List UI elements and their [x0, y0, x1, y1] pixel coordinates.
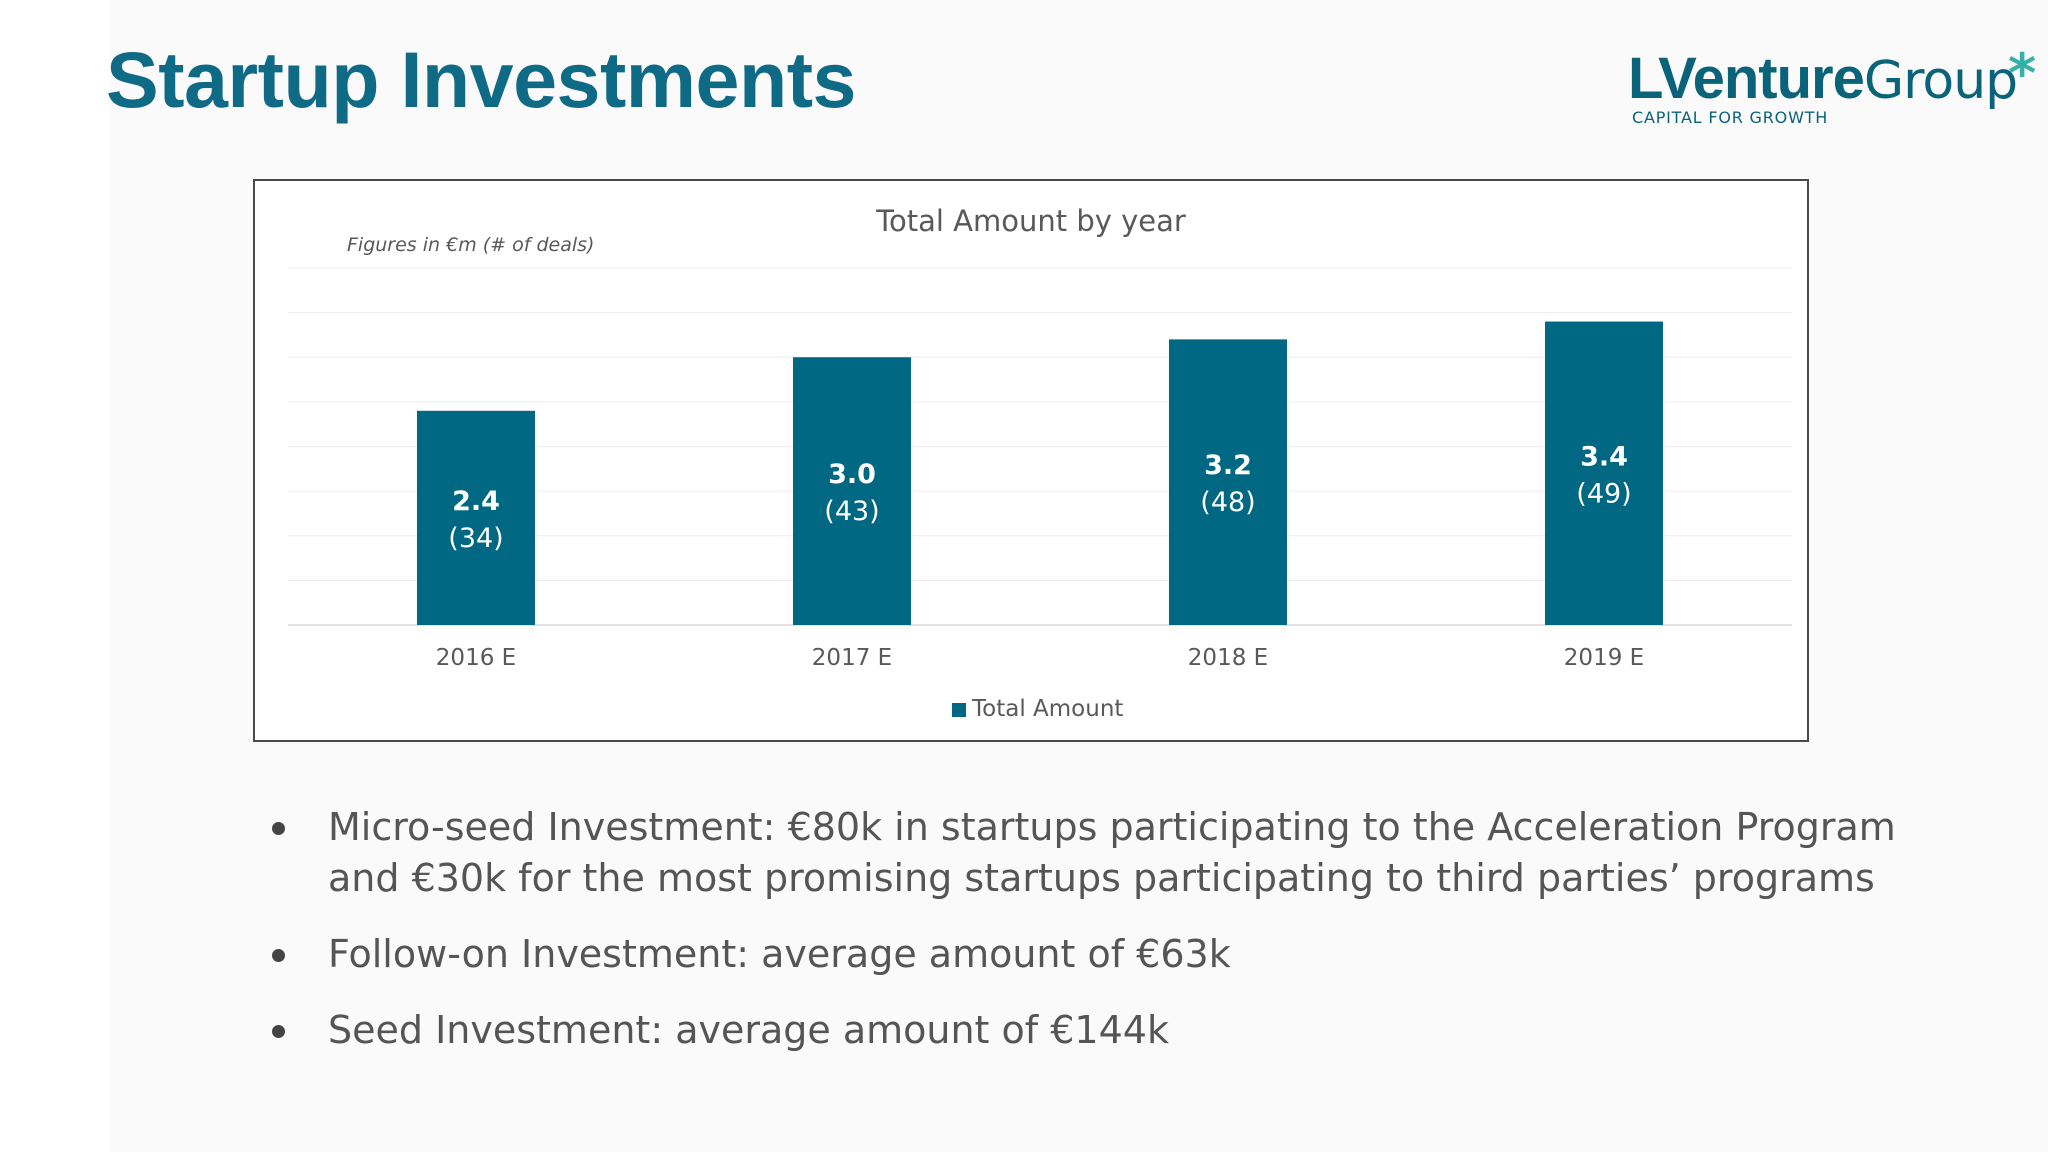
bullet-dot-icon [272, 822, 285, 835]
logo-star-icon: * [2008, 42, 2037, 105]
bar-deals-label: (43) [824, 496, 879, 527]
logo-light-text: Group [1863, 51, 2018, 111]
bullet-list: Micro-seed Investment: €80k in startups … [262, 802, 1922, 1081]
bars [417, 321, 1663, 625]
logo-bold-text: LVenture [1628, 46, 1865, 111]
x-tick-label: 2017 E [812, 645, 892, 671]
bar-value-label: 3.0 [828, 459, 876, 490]
bullet-item: Follow-on Investment: average amount of … [262, 929, 1922, 980]
bar [417, 410, 535, 625]
chart-title: Total Amount by year [875, 204, 1186, 238]
chart-subtitle: Figures in €m (# of deals) [347, 234, 594, 256]
legend-swatch [952, 703, 966, 717]
gridlines [288, 267, 1792, 626]
x-tick-label: 2016 E [436, 645, 516, 671]
data-labels: 2.4 (34) 3.0 (43) 3.2 (48) 3.4 (49) [448, 441, 1631, 554]
x-tick-labels: 2016 E 2017 E 2018 E 2019 E [436, 645, 1644, 671]
bar-deals-label: (49) [1576, 478, 1631, 509]
bullet-item: Micro-seed Investment: €80k in startups … [262, 802, 1922, 904]
bar-value-label: 2.4 [452, 486, 500, 517]
chart-frame: Total Amount by year Figures in €m (# of… [253, 179, 1809, 742]
bar-chart: Total Amount by year Figures in €m (# of… [288, 204, 1792, 722]
bullet-text: Seed Investment: average amount of €144k [328, 1008, 1169, 1052]
bar-deals-label: (48) [1200, 487, 1255, 518]
bullet-text: Follow-on Investment: average amount of … [328, 932, 1231, 976]
x-tick-label: 2018 E [1188, 645, 1268, 671]
bar [793, 357, 911, 625]
bullet-text: Micro-seed Investment: €80k in startups … [328, 805, 1896, 900]
bullet-dot-icon [272, 1025, 285, 1038]
logo-wordmark: LVentureGroup [1628, 50, 2018, 111]
slide-title: Startup Investments [106, 35, 856, 124]
bar-deals-label: (34) [448, 523, 503, 554]
logo-tagline: CAPITAL FOR GROWTH [1632, 108, 1829, 127]
bar [1545, 321, 1663, 625]
legend-label: Total Amount [971, 696, 1123, 722]
company-logo: LVentureGroup * CAPITAL FOR GROWTH [1628, 42, 2038, 140]
bar-value-label: 3.4 [1580, 441, 1628, 472]
bullet-item: Seed Investment: average amount of €144k [262, 1005, 1922, 1056]
bar-value-label: 3.2 [1204, 450, 1252, 481]
legend: Total Amount [952, 696, 1123, 722]
x-tick-label: 2019 E [1564, 645, 1644, 671]
bullet-dot-icon [272, 949, 285, 962]
bar [1169, 339, 1287, 625]
